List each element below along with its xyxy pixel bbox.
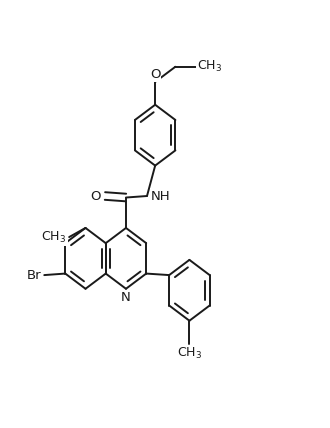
Text: CH$_3$: CH$_3$ (197, 59, 222, 74)
Text: Br: Br (26, 269, 41, 282)
Text: CH$_3$: CH$_3$ (42, 229, 67, 245)
Text: NH: NH (151, 190, 171, 202)
Text: CH$_3$: CH$_3$ (177, 346, 202, 361)
Text: O: O (150, 68, 160, 80)
Text: O: O (90, 190, 101, 202)
Text: N: N (121, 291, 131, 304)
